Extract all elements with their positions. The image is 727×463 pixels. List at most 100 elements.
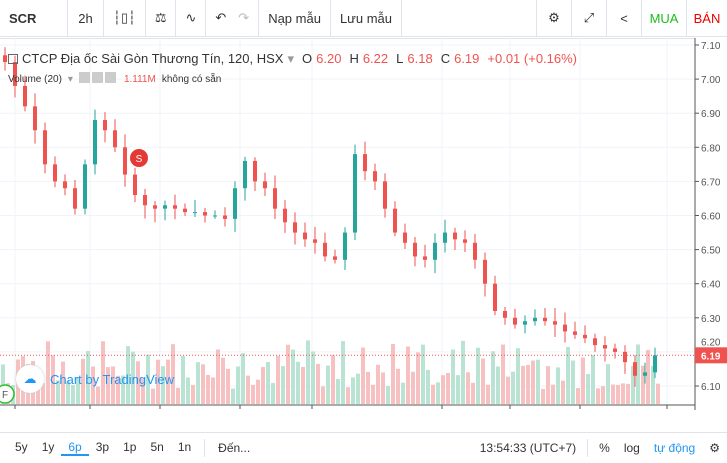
interval-button[interactable]: 2h — [68, 0, 104, 37]
volume-bar — [161, 366, 165, 404]
f-marker — [0, 384, 15, 404]
candle-body — [73, 188, 77, 209]
volume-bar — [316, 363, 320, 404]
volume-bar — [561, 380, 565, 404]
load-template-button[interactable]: Nạp mẫu — [259, 0, 331, 37]
candle-body — [343, 232, 347, 260]
price-tick-label: 6.30 — [701, 314, 721, 325]
volume-bar — [491, 351, 495, 404]
fullscreen-button[interactable]: ⤢ — [572, 0, 607, 37]
volume-bar — [256, 379, 260, 404]
chevron-down-icon[interactable]: ▾ — [67, 73, 73, 85]
volume-bar — [481, 358, 485, 404]
high-value: 6.22 — [362, 51, 389, 66]
range-1p[interactable]: 1p — [123, 440, 137, 454]
price-tick-label: 7.10 — [701, 41, 721, 52]
percent-toggle[interactable]: % — [599, 441, 610, 455]
gear-icon[interactable] — [91, 72, 103, 83]
volume-bar — [396, 368, 400, 404]
volume-bar — [116, 375, 120, 404]
candle-body — [293, 222, 297, 233]
redo-icon[interactable]: ↷ — [238, 10, 250, 25]
volume-bar — [131, 351, 135, 404]
range-6p[interactable]: 6p — [61, 440, 89, 456]
range-5y[interactable]: 5y — [15, 440, 28, 454]
candle-body — [373, 171, 377, 182]
range-5n[interactable]: 5n — [150, 440, 164, 454]
volume-bar — [586, 374, 590, 404]
volume-bar — [251, 384, 255, 404]
volume-bar — [621, 383, 625, 404]
save-template-button[interactable]: Lưu mẫu — [331, 0, 403, 37]
volume-bar — [611, 384, 615, 404]
undo-icon[interactable]: ↶ — [215, 10, 227, 25]
candle-body — [183, 208, 187, 213]
volume-bar — [176, 387, 180, 404]
candle-body — [123, 147, 127, 175]
volume-bar — [506, 376, 510, 404]
range-1n[interactable]: 1n — [177, 440, 192, 454]
clock[interactable]: 13:54:33 (UTC+7) — [479, 441, 577, 455]
candle-body — [583, 334, 587, 339]
gear-icon: ⚙ — [548, 10, 560, 25]
range-1y[interactable]: 1y — [41, 440, 55, 454]
indicators-button[interactable]: ⚖ — [146, 0, 177, 37]
volume-bar — [521, 365, 525, 404]
candle-body — [273, 188, 277, 209]
volume-bar — [421, 344, 425, 404]
candle-body — [263, 181, 267, 189]
volume-bar — [576, 388, 580, 404]
wave-icon: ∿ — [185, 10, 197, 25]
compare-button[interactable]: ∿ — [176, 0, 207, 37]
candle-body — [563, 324, 567, 332]
volume-bar — [71, 385, 75, 404]
price-tick-label: 6.60 — [701, 212, 721, 223]
candle-body — [463, 239, 467, 243]
chart-legend: CTCP Địa ốc Sài Gòn Thương Tín, 120, HSX… — [8, 51, 577, 66]
chevron-down-icon[interactable]: ▾ — [287, 51, 294, 66]
fullscreen-icon: ⤢ — [583, 10, 595, 25]
volume-bar — [236, 366, 240, 404]
price-chart[interactable]: 7.10 7.00 6.90 6.80 6.70 6.60 6.50 6.40 6.30 6.20… — [0, 38, 727, 411]
volume-bar — [191, 384, 195, 404]
collapse-icon[interactable] — [8, 53, 18, 64]
candle-body — [403, 232, 407, 243]
candle-body — [363, 154, 367, 172]
series-title[interactable]: CTCP Địa ốc Sài Gòn Thương Tín, 120, HSX — [22, 51, 284, 66]
indicators-icon: ⚖ — [154, 10, 167, 25]
share-button[interactable]: < — [607, 0, 642, 37]
chart-type-button[interactable]: ┆▯┆ — [104, 0, 146, 37]
volume-bar — [626, 383, 630, 404]
buy-button[interactable]: MUA — [642, 0, 687, 37]
volume-bar — [556, 367, 560, 404]
symbol-button[interactable]: SCR — [0, 0, 68, 37]
eye-icon[interactable] — [78, 72, 90, 83]
settings-button[interactable]: ⚙ — [537, 0, 572, 37]
volume-bar — [351, 377, 355, 404]
open-label: O — [302, 51, 313, 66]
price-tick-label: 7.00 — [701, 75, 721, 86]
volume-bar — [326, 365, 330, 404]
volume-bar — [566, 346, 570, 404]
auto-toggle[interactable]: tự động — [653, 441, 696, 455]
tradingview-watermark[interactable]: ☁ Chart by TradingView — [16, 365, 174, 393]
volume-bar — [231, 388, 235, 404]
volume-bar — [291, 349, 295, 404]
volume-bar — [596, 388, 600, 404]
sell-button[interactable]: BÁN — [693, 10, 721, 26]
volume-bar — [271, 382, 275, 404]
goto-button[interactable]: Đến... — [218, 441, 251, 455]
candle-body — [133, 174, 137, 196]
range-3p[interactable]: 3p — [95, 440, 110, 454]
volume-label[interactable]: Volume (20) — [8, 73, 62, 85]
close-icon[interactable] — [104, 72, 116, 83]
log-toggle[interactable]: log — [623, 441, 640, 455]
volume-bar — [336, 378, 340, 404]
gear-icon[interactable]: ⚙ — [709, 441, 720, 455]
volume-bar — [426, 369, 430, 404]
volume-bar — [631, 365, 635, 404]
volume-bar — [41, 382, 45, 404]
volume-bar — [516, 348, 520, 404]
close-value: 6.19 — [454, 51, 480, 66]
volume-bar — [341, 341, 345, 404]
